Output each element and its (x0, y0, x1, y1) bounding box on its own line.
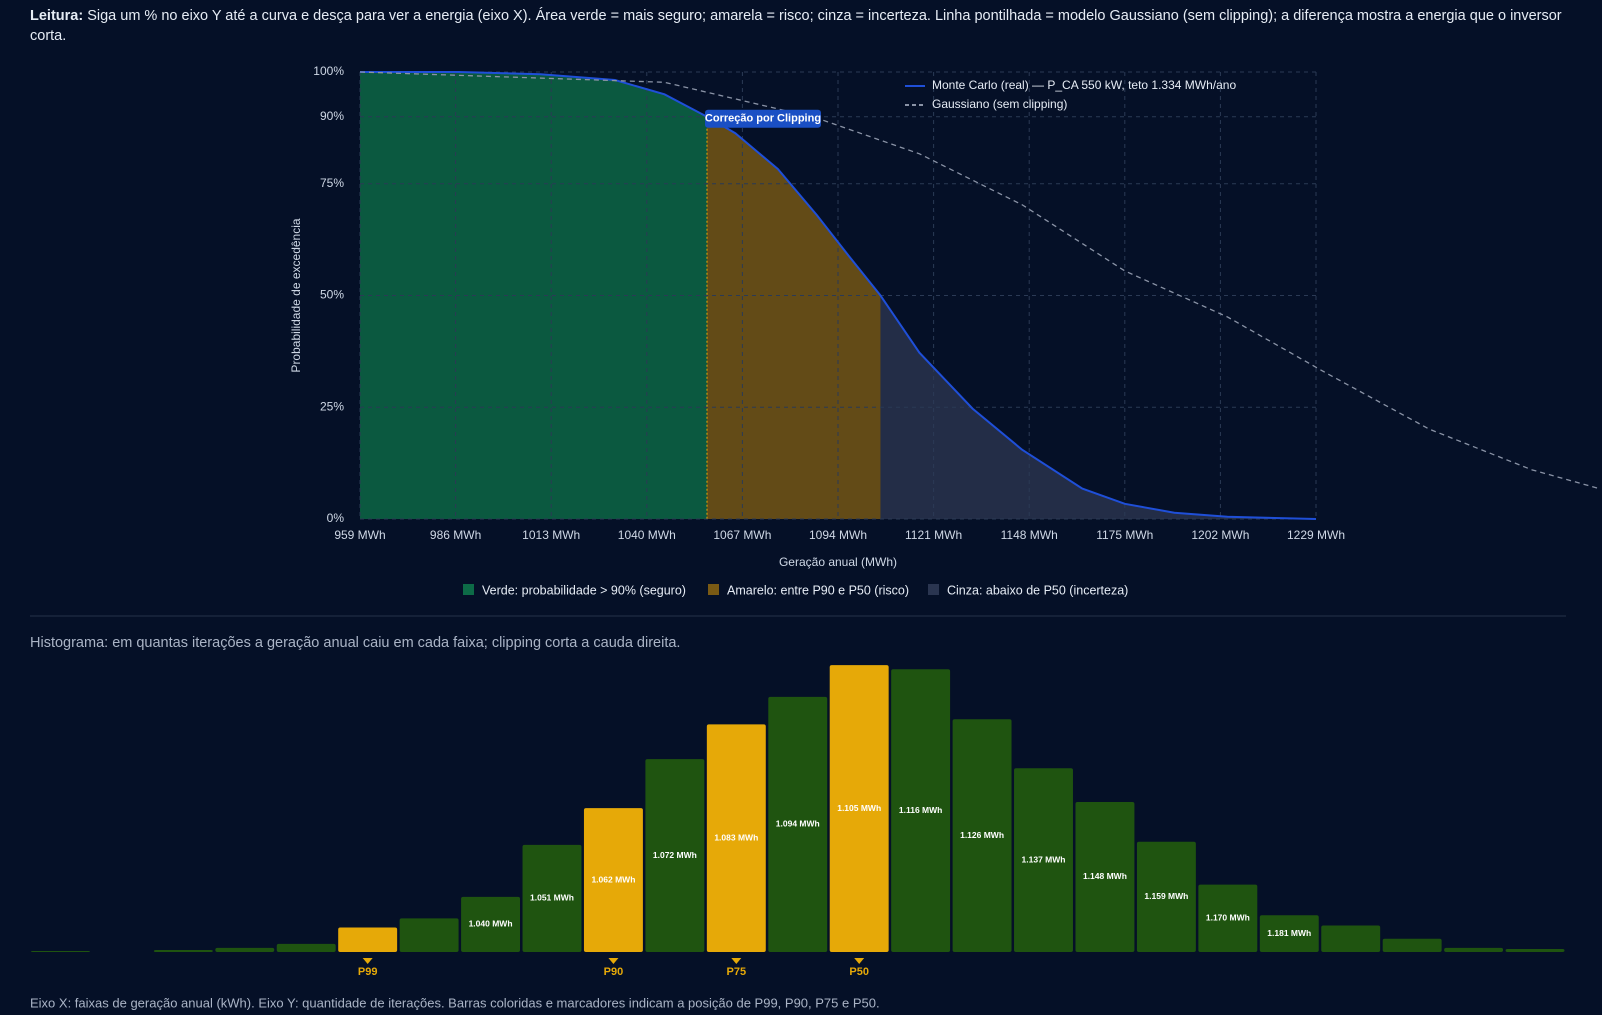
annotation-box (704, 109, 821, 128)
marker-label: P75 (727, 966, 747, 978)
x-tick-label: 1229 MWh (1287, 528, 1345, 542)
bar (1505, 948, 1565, 952)
x-tick-label: 986 MWh (430, 528, 481, 542)
bar-label: 1.181 MWh (1267, 928, 1311, 938)
region-area (880, 295, 1316, 519)
note-lead: Leitura: (30, 8, 84, 24)
bar (522, 844, 582, 952)
region-area (360, 72, 707, 519)
x-axis-label: Geração anual (MWh) (779, 555, 897, 569)
y-axis-label: Probabilidade de excedência (289, 218, 303, 372)
histogram-title: Histograma: em quantas iterações a geraç… (30, 635, 680, 651)
bar (645, 759, 705, 952)
marker (608, 958, 619, 964)
bar (215, 947, 275, 952)
bar-label: 1.116 MWh (899, 805, 942, 815)
legend-label: Amarelo: entre P90 e P50 (risco) (727, 583, 909, 597)
region-area (706, 116, 881, 519)
x-tick-label: 1202 MWh (1191, 528, 1249, 542)
x-tick-label: 1121 MWh (905, 528, 962, 542)
bar (583, 808, 643, 952)
legend-label: Gaussiano (sem clipping) (932, 97, 1067, 111)
x-tick-label: 1175 MWh (1096, 528, 1153, 542)
bar (1198, 884, 1258, 952)
bar (461, 896, 521, 952)
bar (338, 927, 398, 952)
bar (952, 719, 1012, 952)
bar (276, 943, 336, 952)
y-tick-label: 25% (320, 399, 344, 413)
y-tick-label: 75% (320, 176, 344, 190)
bar-label: 1.062 MWh (591, 874, 635, 884)
bar (768, 696, 828, 952)
y-tick-label: 50% (320, 288, 344, 302)
bar (1014, 768, 1073, 952)
x-tick-label: 959 MWh (334, 528, 385, 542)
y-tick-label: 0% (327, 511, 345, 525)
bar-label: 1.137 MWh (1022, 854, 1066, 864)
bar-label: 1.094 MWh (776, 819, 820, 829)
footnote: Eixo X: faixas de geração anual (kWh). E… (30, 995, 880, 1010)
bar-label: 1.072 MWh (653, 850, 697, 860)
reading-note: Leitura: Siga um % no eixo Y até a curva… (30, 6, 1570, 46)
bar-label: 1.105 MWh (837, 803, 881, 813)
bar-label: 1.159 MWh (1144, 891, 1188, 901)
bar (1444, 947, 1504, 952)
legend-label: Cinza: abaixo de P50 (incerteza) (947, 583, 1128, 597)
bar-label: 1.126 MWh (960, 830, 1004, 840)
bar-label: 1.051 MWh (530, 893, 574, 903)
y-tick-label: 100% (313, 64, 344, 78)
bar (1075, 801, 1135, 952)
legend-swatch (463, 584, 474, 595)
bar (706, 724, 766, 952)
x-tick-label: 1067 MWh (713, 528, 771, 542)
bar (31, 950, 90, 952)
bar-label: 1.083 MWh (714, 832, 758, 842)
marker-label: P99 (358, 966, 378, 978)
bar-label: 1.148 MWh (1083, 871, 1127, 881)
bar (153, 949, 213, 952)
x-tick-label: 1094 MWh (809, 528, 867, 542)
x-tick-label: 1013 MWh (522, 528, 580, 542)
legend-swatch (708, 584, 719, 595)
bar-label: 1.040 MWh (469, 919, 513, 929)
series-line (359, 71, 1600, 490)
note-text: Siga um % no eixo Y até a curva e desça … (30, 8, 1562, 44)
marker-label: P50 (849, 966, 869, 978)
x-tick-label: 1040 MWh (618, 528, 676, 542)
legend-swatch (928, 584, 939, 595)
bar (399, 918, 459, 952)
marker (362, 958, 373, 964)
bar-label: 1.170 MWh (1206, 913, 1250, 923)
annotation-label: Correção por Clipping (705, 113, 821, 125)
marker-label: P90 (604, 966, 624, 978)
bar (829, 665, 889, 952)
bar (891, 669, 951, 952)
bar (1259, 915, 1319, 952)
legend-label: Verde: probabilidade > 90% (seguro) (482, 583, 686, 597)
bar (1136, 841, 1196, 952)
x-tick-label: 1148 MWh (1001, 528, 1058, 542)
legend-label: Monte Carlo (real) — P_CA 550 kW, teto 1… (932, 78, 1236, 92)
bar (1321, 925, 1381, 952)
marker (731, 958, 742, 964)
y-tick-label: 90% (320, 109, 344, 123)
bar (1382, 938, 1442, 952)
marker (854, 958, 865, 964)
